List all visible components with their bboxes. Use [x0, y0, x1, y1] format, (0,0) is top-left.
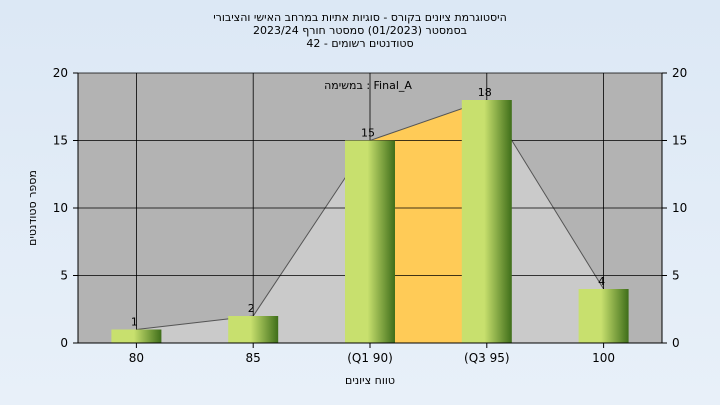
- bar: [578, 289, 629, 343]
- x-tick-label: 80: [129, 351, 144, 365]
- y-tick-label-right: 5: [672, 269, 680, 283]
- x-tick-label: 85: [246, 351, 261, 365]
- y-tick-label-left: 5: [60, 269, 68, 283]
- chart-title-line-3: סטודנטים רשומים - 42: [306, 37, 414, 50]
- bar-value-label: 15: [361, 127, 375, 140]
- chart-annotation: Final_A : במשימה: [324, 79, 412, 92]
- x-tick-label: (Q1 90): [347, 351, 393, 365]
- y-tick-label-right: 15: [672, 134, 687, 148]
- y-tick-label-right: 10: [672, 201, 687, 215]
- chart-title-line-1: היסטוגרמת ציונים בקורס - סוגיות אתיות במ…: [213, 11, 507, 24]
- bar: [111, 329, 162, 343]
- y-axis-label: מספר סטודנטים: [26, 170, 39, 246]
- x-axis-label: טווח ציונים: [345, 374, 395, 387]
- bar-value-label: 18: [478, 86, 492, 99]
- bar-value-label: 2: [248, 302, 255, 315]
- bar: [461, 100, 512, 343]
- y-tick-label-left: 10: [53, 201, 68, 215]
- x-tick-label: 100: [592, 351, 615, 365]
- bar-value-label: 1: [131, 316, 138, 329]
- bar: [228, 316, 279, 343]
- chart-title-line-2: בסמסטר (01/2023) סמסטר חורף 2023/24: [253, 24, 467, 37]
- bar-value-label: 4: [598, 275, 605, 288]
- y-tick-label-left: 20: [53, 66, 68, 80]
- y-tick-label-left: 15: [53, 134, 68, 148]
- y-tick-label-right: 0: [672, 336, 680, 350]
- y-tick-label-right: 20: [672, 66, 687, 80]
- y-tick-label-left: 0: [60, 336, 68, 350]
- x-tick-label: (Q3 95): [464, 351, 510, 365]
- iqr-band: [370, 100, 487, 343]
- bar: [345, 140, 395, 343]
